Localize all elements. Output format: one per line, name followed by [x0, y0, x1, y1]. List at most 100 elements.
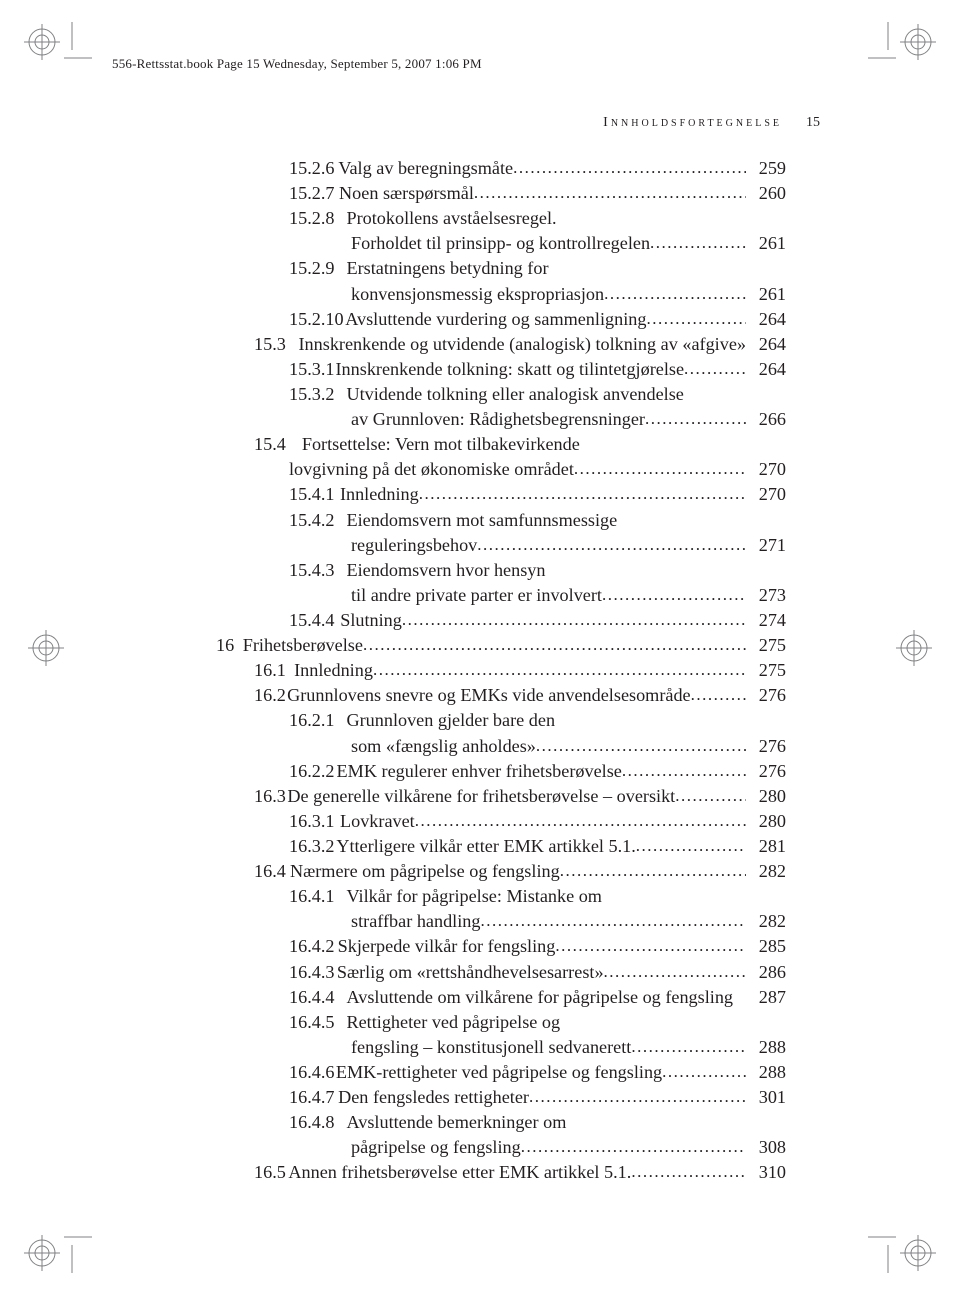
toc-leader-dots	[650, 231, 746, 254]
toc-label: som «fængslig anholdes»	[351, 734, 536, 759]
toc-leader-dots	[636, 834, 746, 857]
toc-page: 260	[746, 181, 786, 206]
toc-label: Avsluttende om vilkårene for pågripelse …	[346, 985, 733, 1010]
toc-entry: 16.2.2EMK regulerer enhver frihetsberøve…	[216, 759, 786, 784]
toc-page: 280	[746, 809, 786, 834]
toc-number: 15.3	[254, 332, 286, 357]
toc-entry: 16.4.6EMK-rettigheter ved pågripelse og …	[216, 1060, 786, 1085]
toc-label: straffbar handling	[351, 909, 480, 934]
toc-entry: 15.2.10Avsluttende vurdering og sammenli…	[216, 307, 786, 332]
toc-leader-dots	[691, 683, 746, 706]
toc-entry: 15.4Fortsettelse: Vern mot tilbakevirken…	[216, 432, 786, 457]
toc-number: 15.2.7	[289, 181, 334, 206]
toc-entry: 15.4.3Eiendomsvern hvor hensyn	[216, 558, 786, 583]
toc-content: 15.2.6Valg av beregningsmåte25915.2.7Noe…	[216, 156, 786, 1185]
toc-label: Annen frihetsberøvelse etter EMK artikke…	[288, 1160, 631, 1185]
toc-number: 16.4.8	[289, 1110, 334, 1135]
toc-entry: 16.4.7Den fengsledes rettigheter301	[216, 1085, 786, 1110]
toc-entry: 15.2.8Protokollens avståelsesregel.	[216, 206, 786, 231]
toc-label: Særlig om «rettshåndhevelsesarrest»	[337, 960, 604, 985]
toc-number: 16.4.1	[289, 884, 334, 909]
toc-entry: 15.2.7Noen særspørsmål 260	[216, 181, 786, 206]
toc-entry: 16.3.1Lovkravet280	[216, 809, 786, 834]
toc-leader-dots	[675, 784, 746, 807]
toc-page: 276	[746, 759, 786, 784]
toc-page: 270	[746, 457, 786, 482]
toc-number: 16.3	[254, 784, 286, 809]
toc-leader-dots	[474, 181, 746, 204]
toc-entry: 15.2.6Valg av beregningsmåte259	[216, 156, 786, 181]
toc-leader-dots	[477, 533, 746, 556]
toc-number: 16.4.7	[289, 1085, 334, 1110]
toc-page: 264	[746, 307, 786, 332]
toc-number: 16.4	[254, 859, 286, 884]
toc-label: Innskrenkende tolkning: skatt og tilinte…	[336, 357, 685, 382]
toc-leader-dots	[645, 407, 746, 430]
toc-entry: 16.2Grunnlovens snevre og EMKs vide anve…	[216, 683, 786, 708]
toc-label: Eiendomsvern hvor hensyn	[346, 558, 545, 583]
toc-label: Forholdet til prinsipp- og kontrollregel…	[351, 231, 650, 256]
toc-entry: som «fængslig anholdes»276	[216, 734, 786, 759]
toc-page: 276	[746, 683, 786, 708]
toc-page: 285	[746, 934, 786, 959]
toc-entry: 16Frihetsberøvelse275	[216, 633, 786, 658]
toc-label: Avsluttende bemerkninger om	[346, 1110, 566, 1135]
toc-number: 15.2.10	[289, 307, 344, 332]
toc-entry: pågripelse og fengsling308	[216, 1135, 786, 1160]
toc-number: 15.4.4	[289, 608, 334, 633]
toc-page: 264	[746, 332, 786, 357]
toc-entry: Forholdet til prinsipp- og kontrollregel…	[216, 231, 786, 256]
toc-label: pågripelse og fengsling	[351, 1135, 521, 1160]
toc-label: Noen særspørsmål	[339, 181, 474, 206]
toc-number: 16.4.5	[289, 1010, 334, 1035]
toc-label: reguleringsbehov	[351, 533, 477, 558]
toc-leader-dots	[604, 960, 746, 983]
toc-page: 288	[746, 1035, 786, 1060]
toc-entry: reguleringsbehov271	[216, 533, 786, 558]
toc-label: Avsluttende vurdering og sammenligning	[345, 307, 646, 332]
toc-page: 286	[746, 960, 786, 985]
toc-leader-dots	[631, 1035, 746, 1058]
toc-page: 261	[746, 231, 786, 256]
toc-entry: 16.1Innledning275	[216, 658, 786, 683]
toc-page: 261	[746, 282, 786, 307]
toc-label: Vilkår for pågripelse: Mistanke om	[346, 884, 602, 909]
toc-leader-dots	[646, 307, 746, 330]
toc-leader-dots	[402, 608, 746, 631]
toc-number: 16.3.1	[289, 809, 334, 834]
toc-entry: konvensjonsmessig ekspropriasjon261	[216, 282, 786, 307]
toc-entry: fengsling – konstitusjonell sedvanerett2…	[216, 1035, 786, 1060]
toc-number: 16.2	[254, 683, 286, 708]
toc-page: 270	[746, 482, 786, 507]
toc-label: Skjerpede vilkår for fengsling	[338, 934, 556, 959]
running-head: Innholdsfortegnelse	[603, 115, 782, 131]
toc-number: 15.4	[254, 432, 286, 457]
toc-number: 16.2.1	[289, 708, 334, 733]
toc-leader-dots	[602, 583, 746, 606]
toc-label: Grunnloven gjelder bare den	[346, 708, 555, 733]
toc-entry: lovgivning på det økonomiske området270	[216, 457, 786, 482]
toc-leader-dots	[529, 1085, 746, 1108]
toc-leader-dots	[604, 282, 746, 305]
toc-entry: 16.4Nærmere om pågripelse og fengsling28…	[216, 859, 786, 884]
toc-entry: til andre private parter er involvert 273	[216, 583, 786, 608]
toc-number: 15.2.8	[289, 206, 334, 231]
toc-number: 16.2.2	[289, 759, 334, 784]
toc-label: EMK-rettigheter ved pågripelse og fengsl…	[336, 1060, 662, 1085]
toc-number: 16.4.2	[289, 934, 334, 959]
toc-entry: 16.3De generelle vilkårene for frihetsbe…	[216, 784, 786, 809]
toc-label: Innledning	[294, 658, 373, 683]
toc-label: til andre private parter er involvert	[351, 583, 602, 608]
toc-leader-dots	[574, 457, 746, 480]
toc-number: 16.4.6	[289, 1060, 334, 1085]
toc-label: Den fengsledes rettigheter	[338, 1085, 529, 1110]
toc-page: 259	[746, 156, 786, 181]
toc-entry: 16.5Annen frihetsberøvelse etter EMK art…	[216, 1160, 786, 1185]
toc-page: 310	[746, 1160, 786, 1185]
toc-label: Eiendomsvern mot samfunnsmessige	[346, 508, 617, 533]
toc-number: 16	[216, 633, 234, 658]
toc-page: 273	[746, 583, 786, 608]
toc-entry: 15.3.2Utvidende tolkning eller analogisk…	[216, 382, 786, 407]
toc-entry: 16.4.3Særlig om «rettshåndhevelsesarrest…	[216, 960, 786, 985]
toc-page: 282	[746, 909, 786, 934]
